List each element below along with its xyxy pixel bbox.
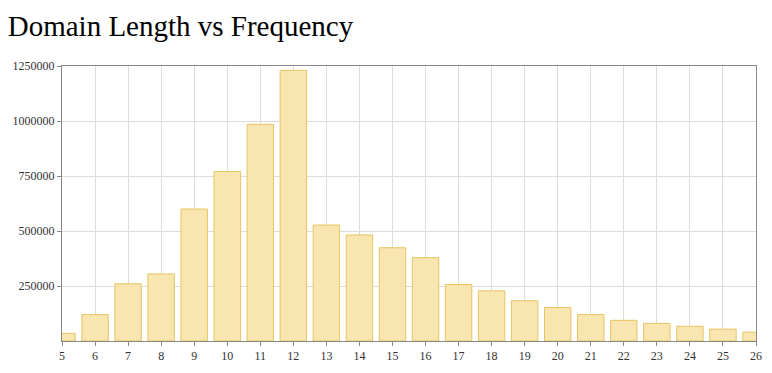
- svg-text:Domain Length vs Frequency: Domain Length vs Frequency: [8, 10, 354, 42]
- svg-text:8: 8: [158, 349, 164, 363]
- svg-text:24: 24: [684, 349, 696, 363]
- svg-text:17: 17: [453, 349, 465, 363]
- svg-text:22: 22: [618, 349, 630, 363]
- svg-text:25: 25: [717, 349, 729, 363]
- svg-text:14: 14: [353, 349, 365, 363]
- svg-text:1000000: 1000000: [13, 114, 55, 128]
- svg-text:750000: 750000: [19, 169, 55, 183]
- svg-text:15: 15: [386, 349, 398, 363]
- svg-text:23: 23: [651, 349, 663, 363]
- svg-text:6: 6: [92, 349, 98, 363]
- svg-text:16: 16: [420, 349, 432, 363]
- svg-text:10: 10: [221, 349, 233, 363]
- svg-text:12: 12: [287, 349, 299, 363]
- svg-text:5: 5: [59, 349, 65, 363]
- svg-text:13: 13: [320, 349, 332, 363]
- svg-text:20: 20: [552, 349, 564, 363]
- svg-text:250000: 250000: [19, 279, 55, 293]
- svg-text:18: 18: [486, 349, 498, 363]
- svg-text:21: 21: [585, 349, 597, 363]
- svg-text:1250000: 1250000: [13, 59, 55, 73]
- svg-text:500000: 500000: [19, 224, 55, 238]
- svg-text:19: 19: [519, 349, 531, 363]
- svg-text:11: 11: [255, 349, 267, 363]
- svg-text:9: 9: [191, 349, 197, 363]
- svg-text:7: 7: [125, 349, 131, 363]
- svg-text:26: 26: [750, 349, 762, 363]
